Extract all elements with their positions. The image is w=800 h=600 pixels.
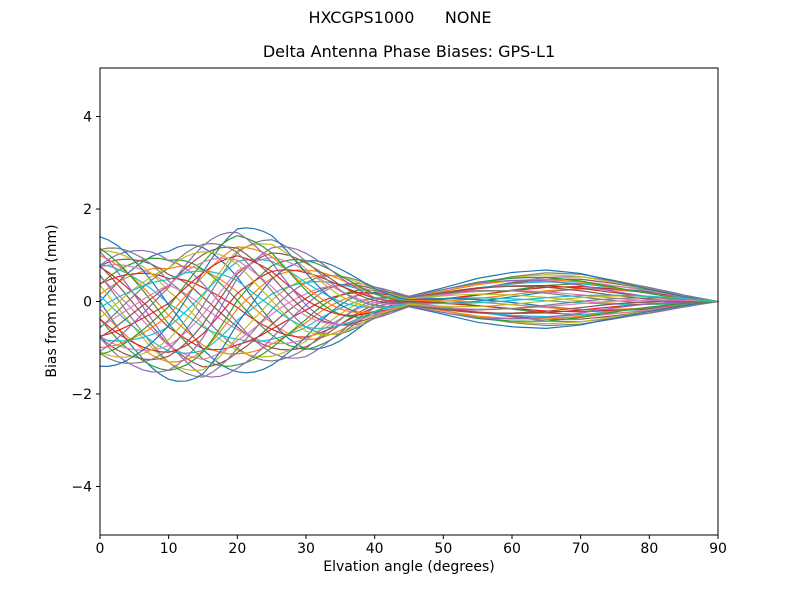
x-tick-label: 30 — [297, 541, 315, 557]
bias-line — [99, 269, 719, 353]
bias-line — [99, 270, 719, 329]
bias-line — [99, 242, 719, 336]
y-tick-label: 4 — [83, 110, 92, 126]
y-tick-label: 2 — [83, 202, 92, 218]
x-tick-label: 80 — [640, 541, 658, 557]
bias-line — [99, 251, 719, 378]
x-tick-label: 40 — [366, 541, 384, 557]
x-axis-label: Elvation angle (degrees) — [323, 559, 495, 575]
axes-title: Delta Antenna Phase Biases: GPS-L1 — [262, 42, 556, 61]
bias-line — [99, 231, 719, 352]
x-tick-label: 50 — [434, 541, 452, 557]
x-tick-label: 0 — [96, 541, 105, 557]
x-tick-label: 60 — [503, 541, 521, 557]
y-tick-label: −2 — [71, 387, 92, 403]
figure-suptitle: HXCGPS1000 NONE — [308, 8, 492, 27]
x-tick-label: 90 — [709, 541, 727, 557]
y-axis-label: Bias from mean (mm) — [44, 224, 60, 378]
x-tick-label: 20 — [228, 541, 246, 557]
x-tick-label: 10 — [160, 541, 178, 557]
x-tick-label: 70 — [572, 541, 590, 557]
bias-line — [99, 274, 719, 372]
y-tick-label: 0 — [83, 295, 92, 311]
y-tick-label: −4 — [71, 479, 92, 495]
bias-line — [99, 251, 719, 336]
